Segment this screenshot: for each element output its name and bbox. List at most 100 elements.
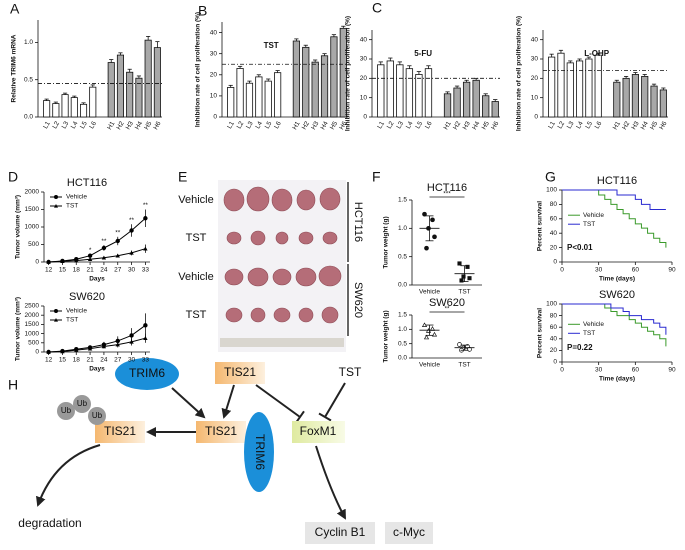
y-tick-label: 2000 [25,189,40,196]
marker [423,334,430,340]
marker [60,259,65,264]
x-tick-label: L3 [245,120,255,130]
x-tick-label: 15 [59,357,67,364]
marker [101,344,107,349]
bar [153,47,161,118]
y-tick-label: 40 [210,29,218,36]
x-tick-label: L6 [424,120,434,130]
chart-title: TST [264,41,279,50]
marker [143,323,148,328]
p-value: P=0.22 [567,343,593,352]
y-tick-label: 40 [550,230,558,237]
bar [61,94,69,118]
x-tick-label: 18 [73,357,81,364]
x-tick-label: H6 [490,120,500,131]
bar [482,95,490,118]
y-tick-label: 500 [28,340,39,347]
bar [566,62,574,118]
marker [422,211,427,217]
x-tick-label: H6 [152,120,162,131]
y-tick-label: 1000 [25,224,40,231]
bar [622,77,630,118]
x-tick-label: H2 [301,120,311,131]
marker [424,245,429,251]
panel-label: H [8,377,18,393]
node-label: TIS21 [205,424,237,438]
legend-label: Vehicle [583,321,604,328]
marker [115,238,120,244]
x-tick-label: H1 [291,120,301,131]
arrow [221,384,235,419]
x-tick-label: L5 [584,120,594,130]
x-tick-label: 12 [45,357,53,364]
marker [129,339,134,344]
y-tick-label: 20 [531,75,539,82]
bar [302,46,310,118]
legend-label: Vehicle [66,308,87,315]
panel-label: B [198,3,207,19]
marker [115,342,120,347]
legend-label: Vehicle [583,212,604,219]
marker [54,204,58,208]
x-tick-label: 18 [73,267,81,274]
trim6-node [244,412,274,492]
survival-curve [562,303,667,335]
bar [585,58,593,118]
bar [386,60,394,118]
x-tick-label: 24 [100,267,108,274]
y-tick-label: 20 [360,75,368,82]
x-axis-label: Time (days) [599,276,635,283]
x-axis-label: Days [89,366,105,373]
y-tick-label: 100 [546,301,557,308]
y-tick-label: 1.0 [398,225,407,232]
foxm1-node [292,421,345,443]
tis21-node [95,421,145,443]
y-tick-label: 1.5 [398,312,407,319]
x-tick-label: 30 [595,367,603,374]
bar [424,68,433,118]
y-tick-label: 40 [360,36,368,43]
marker [465,264,470,269]
y-tick-label: 0 [35,259,39,266]
y-tick-label: 100 [546,187,557,194]
node-label: Cyclin B1 [315,525,366,539]
y-tick-label: 1.0 [24,39,33,46]
x-tick-label: 30 [595,267,603,274]
bar [126,71,134,118]
legend-label: Vehicle [66,194,87,201]
x-tick-label: TST [458,362,470,369]
panel-label: G [545,169,556,185]
x-tick-label: L6 [594,120,604,130]
y-axis-label: Inhibition rate of cell proliferation (%… [195,12,202,127]
row-label: TST [186,309,207,321]
y-tick-label: 0.5 [398,340,407,347]
x-tick-label: 33 [142,357,150,364]
x-tick-label: H1 [612,120,622,131]
significance-label: ** [143,202,149,209]
node-label: FoxM1 [300,424,337,438]
marker [457,342,462,347]
bar [330,36,338,118]
x-tick-label: 12 [45,267,53,274]
y-tick-label: 1000 [25,330,40,337]
series-line [48,248,146,263]
x-tick-label: L3 [395,120,405,130]
bar [43,100,51,118]
marker [143,216,148,221]
marker [461,274,466,279]
bar [613,81,621,118]
tumors [223,186,342,324]
x-tick-label: L6 [273,120,283,130]
y-axis-label: Percent survival [537,308,544,358]
marker [87,346,93,351]
marker [457,261,462,266]
row-label: Vehicle [178,194,213,206]
marker [432,234,437,240]
y-axis-label: Tumor weight (g) [383,216,390,268]
marker [46,349,51,354]
x-tick-label: H4 [471,120,481,131]
series-line [48,337,146,353]
bar [70,97,78,118]
marker [467,276,472,281]
tis21-node [196,421,246,443]
